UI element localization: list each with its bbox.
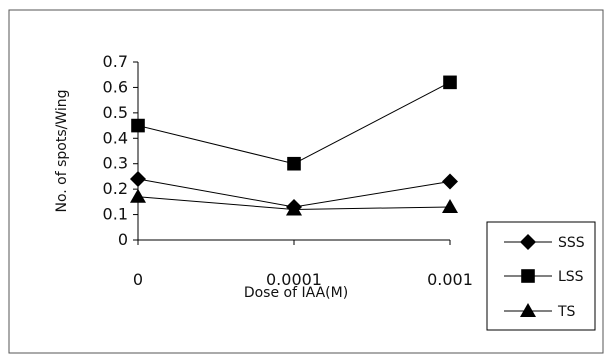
y-axis-title: No. of spots/Wing — [54, 89, 70, 212]
data-point-ts — [130, 188, 146, 203]
y-tick-label: 0.1 — [103, 205, 128, 224]
y-tick-label: 0 — [118, 230, 128, 249]
data-point-ts — [442, 198, 458, 213]
data-point-sss — [442, 173, 458, 190]
x-tick-label: 0.001 — [427, 270, 473, 289]
data-point-lss — [131, 118, 145, 133]
y-tick-label: 0.2 — [103, 179, 128, 198]
data-point-sss — [130, 170, 146, 187]
x-axis-title: Dose of IAA(M) — [244, 285, 348, 301]
x-tick-label: 0 — [133, 270, 143, 289]
legend-marker-ts — [520, 303, 536, 317]
data-point-lss — [287, 156, 301, 171]
legend-marker-lss — [521, 269, 535, 283]
x-tick-label: 0.0001 — [266, 270, 322, 289]
y-axis-ticks: 0 0.1 0.2 0.3 0.4 0.5 0.6 0.7 — [103, 52, 138, 249]
data-point-lss — [443, 75, 457, 90]
x-axis-ticks: 0 0.0001 0.001 — [133, 240, 473, 289]
y-tick-label: 0.3 — [103, 154, 128, 173]
legend-label-lss: LSS — [558, 269, 584, 285]
y-tick-label: 0.5 — [103, 103, 128, 122]
legend-marker-sss — [520, 234, 536, 250]
y-tick-label: 0.7 — [103, 52, 128, 71]
series-layer — [130, 75, 458, 216]
legend: SSS LSS TS — [504, 234, 585, 320]
legend-label-sss: SSS — [558, 235, 585, 251]
y-tick-label: 0.4 — [103, 128, 128, 147]
y-tick-label: 0.6 — [103, 77, 128, 96]
legend-label-ts: TS — [557, 304, 576, 320]
data-point-ts — [286, 201, 302, 216]
